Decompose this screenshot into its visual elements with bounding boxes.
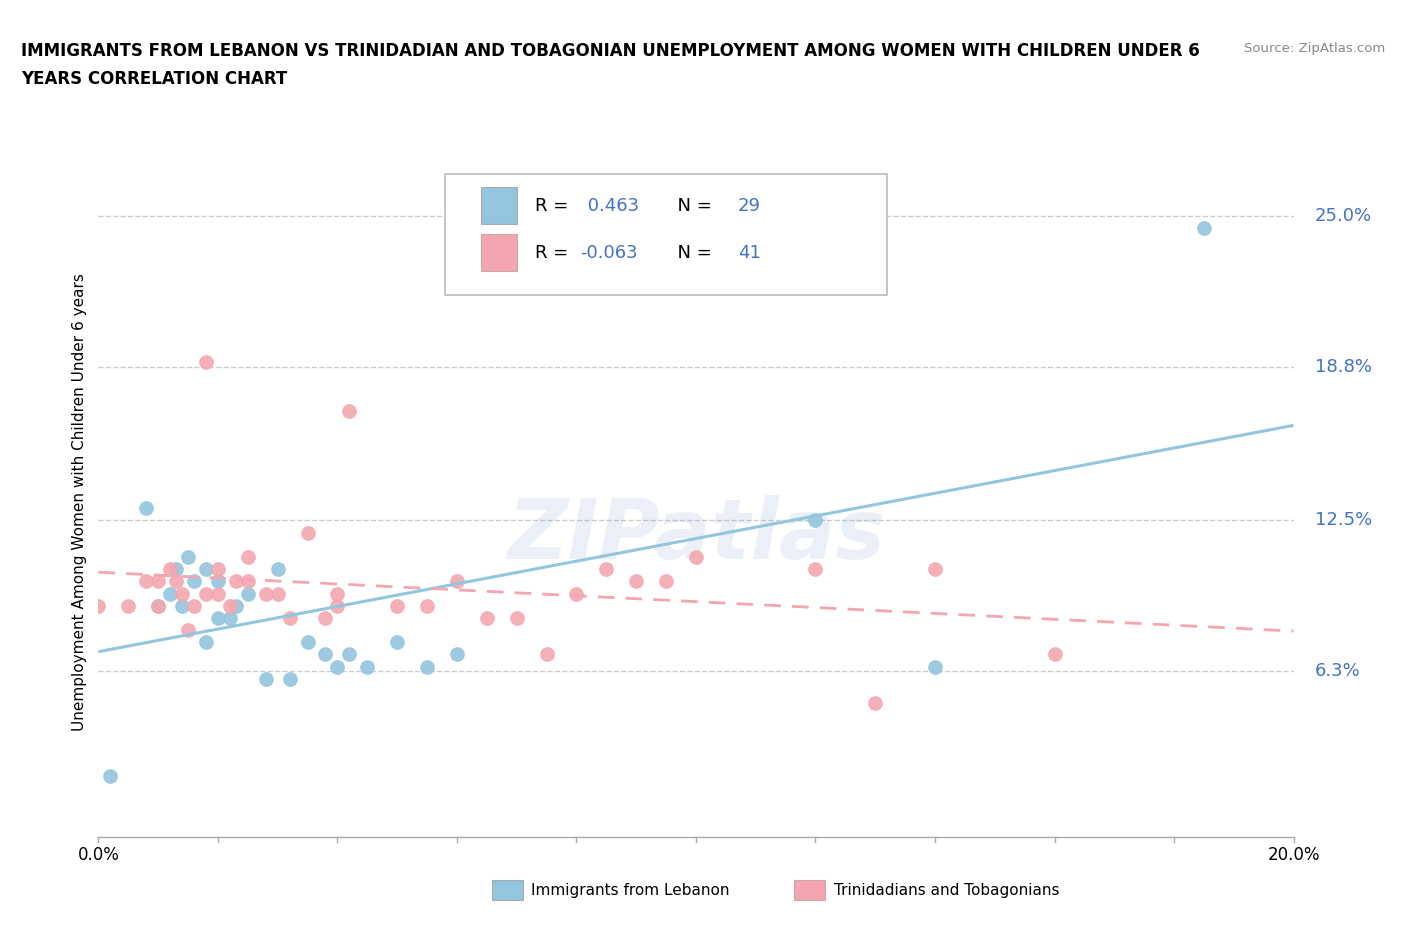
Point xyxy=(194,635,218,650)
Point xyxy=(159,586,181,601)
Point xyxy=(865,696,887,711)
Text: 29: 29 xyxy=(738,197,761,215)
Point xyxy=(339,404,360,418)
Point xyxy=(135,574,157,589)
Point xyxy=(278,610,301,625)
Point xyxy=(183,574,205,589)
Point xyxy=(98,769,122,784)
Point xyxy=(685,550,707,565)
Point xyxy=(315,647,337,662)
Point xyxy=(207,562,229,577)
Point xyxy=(148,598,170,613)
Point xyxy=(236,574,259,589)
FancyBboxPatch shape xyxy=(481,188,517,224)
Point xyxy=(475,610,498,625)
Point xyxy=(236,550,259,565)
Point xyxy=(172,586,194,601)
Point xyxy=(177,622,200,637)
Text: 0.0%: 0.0% xyxy=(77,846,120,864)
Point xyxy=(254,671,277,686)
Point xyxy=(207,574,229,589)
Point xyxy=(565,586,588,601)
Point xyxy=(385,635,409,650)
Point xyxy=(297,525,319,540)
Y-axis label: Unemployment Among Women with Children Under 6 years: Unemployment Among Women with Children U… xyxy=(72,273,87,731)
Point xyxy=(416,659,439,674)
FancyBboxPatch shape xyxy=(444,174,887,295)
Point xyxy=(924,659,946,674)
Point xyxy=(326,586,349,601)
Point xyxy=(804,513,827,528)
Point xyxy=(297,635,319,650)
Point xyxy=(1192,220,1215,235)
Point xyxy=(148,574,170,589)
Point xyxy=(225,598,247,613)
Text: Trinidadians and Tobagonians: Trinidadians and Tobagonians xyxy=(834,883,1059,897)
Point xyxy=(804,562,827,577)
Text: 25.0%: 25.0% xyxy=(1315,207,1372,225)
Text: 18.8%: 18.8% xyxy=(1315,358,1372,376)
Point xyxy=(326,659,349,674)
Text: 41: 41 xyxy=(738,244,761,261)
Point xyxy=(194,562,218,577)
Point xyxy=(194,354,218,369)
Point xyxy=(194,586,218,601)
Point xyxy=(416,598,439,613)
Point xyxy=(356,659,378,674)
Point xyxy=(339,647,360,662)
Point xyxy=(148,598,170,613)
Point xyxy=(135,501,157,516)
Text: Source: ZipAtlas.com: Source: ZipAtlas.com xyxy=(1244,42,1385,55)
Point xyxy=(267,586,290,601)
Point xyxy=(177,550,200,565)
Point xyxy=(1043,647,1066,662)
Point xyxy=(267,562,290,577)
Text: 20.0%: 20.0% xyxy=(1267,846,1320,864)
Point xyxy=(254,586,277,601)
Point xyxy=(536,647,558,662)
Point xyxy=(278,671,301,686)
Text: 0.463: 0.463 xyxy=(582,197,640,215)
Text: R =: R = xyxy=(534,244,574,261)
Text: -0.063: -0.063 xyxy=(581,244,638,261)
Text: Immigrants from Lebanon: Immigrants from Lebanon xyxy=(531,883,730,897)
Point xyxy=(236,586,259,601)
Point xyxy=(225,574,247,589)
Point xyxy=(219,610,242,625)
Text: R =: R = xyxy=(534,197,574,215)
Point xyxy=(207,586,229,601)
Point xyxy=(87,598,110,613)
Point xyxy=(315,610,337,625)
Text: N =: N = xyxy=(666,197,717,215)
Point xyxy=(219,598,242,613)
Point xyxy=(446,647,468,662)
Point xyxy=(172,598,194,613)
Point xyxy=(446,574,468,589)
Point xyxy=(924,562,946,577)
Point xyxy=(385,598,409,613)
Point xyxy=(506,610,529,625)
Text: YEARS CORRELATION CHART: YEARS CORRELATION CHART xyxy=(21,70,287,87)
Text: N =: N = xyxy=(666,244,717,261)
Point xyxy=(624,574,647,589)
Point xyxy=(183,598,205,613)
Point xyxy=(165,562,187,577)
Point xyxy=(159,562,181,577)
Point xyxy=(117,598,139,613)
Point xyxy=(326,598,349,613)
Point xyxy=(207,610,229,625)
Point xyxy=(595,562,617,577)
Text: 12.5%: 12.5% xyxy=(1315,512,1372,529)
Text: IMMIGRANTS FROM LEBANON VS TRINIDADIAN AND TOBAGONIAN UNEMPLOYMENT AMONG WOMEN W: IMMIGRANTS FROM LEBANON VS TRINIDADIAN A… xyxy=(21,42,1199,60)
Text: ZIPatlas: ZIPatlas xyxy=(508,495,884,577)
Text: 6.3%: 6.3% xyxy=(1315,662,1361,681)
Point xyxy=(165,574,187,589)
FancyBboxPatch shape xyxy=(481,234,517,272)
Point xyxy=(655,574,678,589)
